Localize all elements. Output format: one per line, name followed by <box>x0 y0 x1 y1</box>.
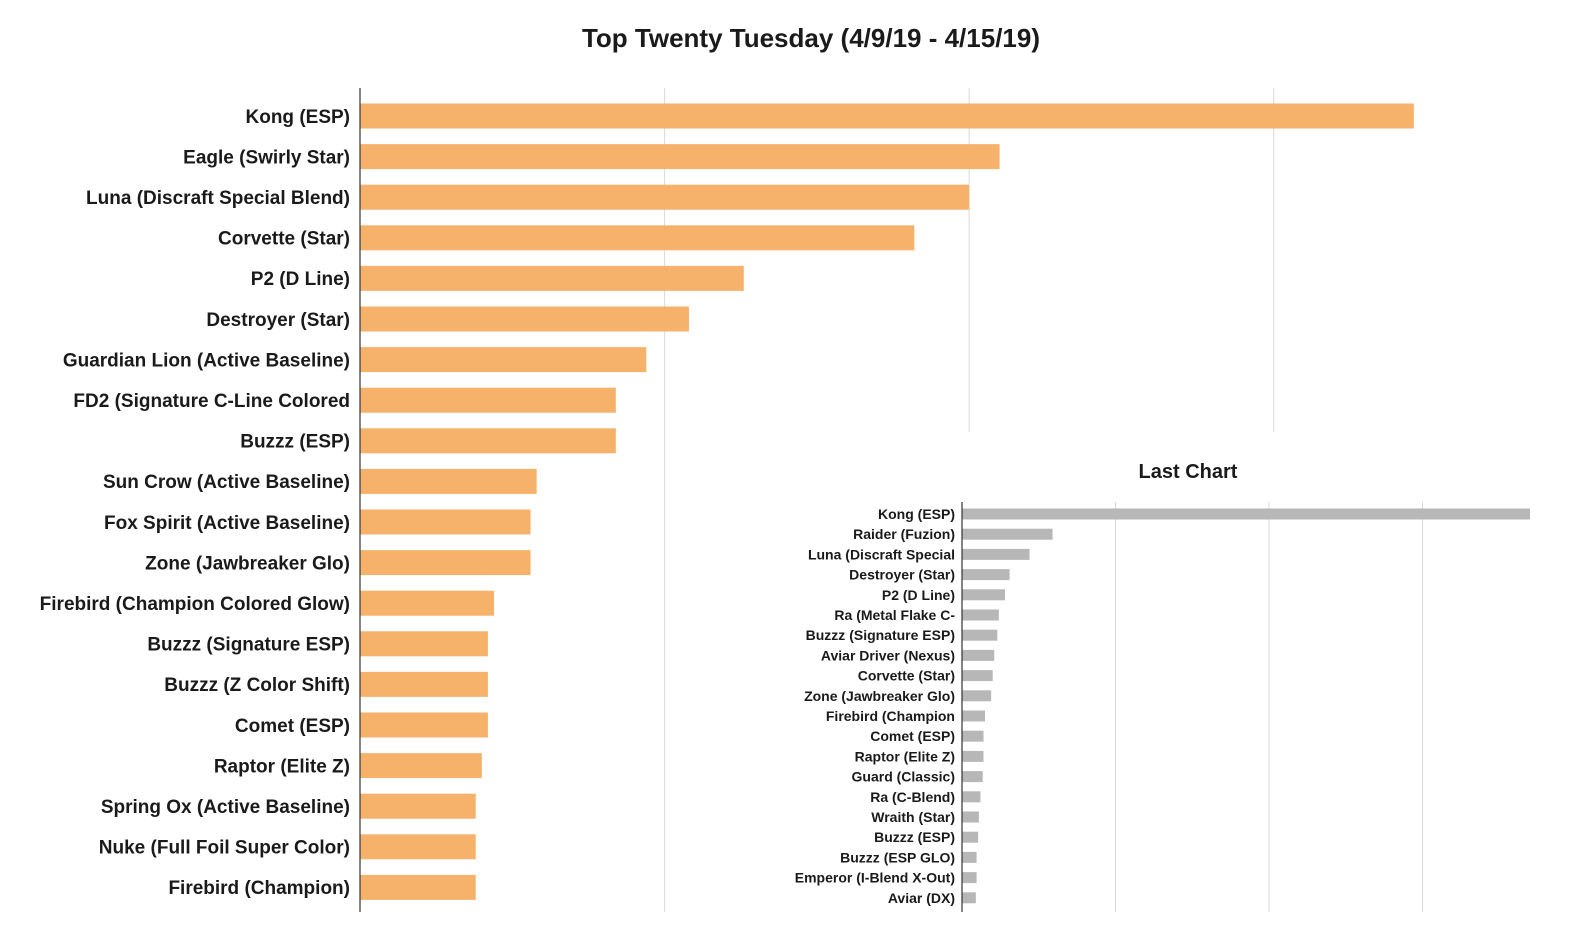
main-chart-category-label: P2 (D Line) <box>251 269 350 290</box>
main-chart-bar <box>360 671 488 697</box>
inset-chart-bar <box>962 548 1030 560</box>
inset-chart-bar <box>962 569 1010 581</box>
main-chart-category-label: Spring Ox (Active Baseline) <box>101 797 350 818</box>
main-chart-bar <box>360 347 647 373</box>
inset-chart-bar <box>962 710 986 722</box>
main-chart-bar <box>360 225 915 251</box>
inset-chart-bar <box>962 528 1053 540</box>
inset-chart-bar <box>962 892 976 904</box>
inset-chart-bar <box>962 791 981 803</box>
main-chart-category-label: Destroyer (Star) <box>206 310 350 331</box>
main-chart-category-label: Zone (Jawbreaker Glo) <box>145 553 350 574</box>
main-chart-bar <box>360 468 537 494</box>
inset-chart-category-label: Firebird (Champion <box>826 708 955 724</box>
inset-chart-category-label: Luna (Discraft Special <box>808 546 955 562</box>
inset-chart-bar <box>962 629 998 641</box>
inset-chart-category-label: Emperor (I-Blend X-Out) <box>795 870 955 886</box>
main-chart-bar <box>360 834 476 860</box>
inset-chart-bar <box>962 831 979 843</box>
inset-chart-category-label: Raider (Fuzion) <box>853 526 955 542</box>
main-chart-category-label: Fox Spirit (Active Baseline) <box>104 513 350 534</box>
main-chart-category-label: Comet (ESP) <box>235 716 350 737</box>
inset-chart-bar <box>962 771 983 783</box>
main-chart-bar <box>360 753 482 779</box>
main-chart-bar <box>360 631 488 657</box>
main-chart-category-label: Raptor (Elite Z) <box>214 756 350 777</box>
inset-chart-category-label: Ra (C-Blend) <box>870 789 955 805</box>
inset-chart-category-label: Comet (ESP) <box>870 728 955 744</box>
main-chart-category-label: Sun Crow (Active Baseline) <box>103 472 350 493</box>
inset-chart-bar <box>962 508 1530 520</box>
main-chart-bar <box>360 103 1414 129</box>
inset-chart-category-label: Raptor (Elite Z) <box>855 748 955 764</box>
inset-chart-category-label: Destroyer (Star) <box>849 567 955 583</box>
main-chart-category-label: Firebird (Champion Colored Glow) <box>40 594 350 615</box>
main-chart-bar <box>360 590 495 616</box>
main-chart-bar <box>360 874 476 900</box>
main-chart-category-label: Buzzz (Signature ESP) <box>147 635 350 656</box>
main-chart-bar <box>360 428 616 454</box>
inset-chart-plot: Kong (ESP) Raider (Fuzion) Luna (Discraft … <box>760 432 1572 912</box>
inset-chart-category-label: Corvette (Star) <box>858 668 955 684</box>
inset-chart-bar <box>962 589 1005 601</box>
inset-chart-bar <box>962 670 993 682</box>
inset-chart-category-label: Wraith (Star) <box>871 809 955 825</box>
inset-chart-category-label: Guard (Classic) <box>852 769 955 785</box>
inset-chart-category-label: P2 (D Line) <box>882 587 955 603</box>
inset-chart-bar <box>962 690 992 702</box>
inset-chart-bar <box>962 750 984 762</box>
inset-chart-bar <box>962 609 999 621</box>
main-chart-category-label: Buzzz (Z Color Shift) <box>164 675 350 696</box>
main-chart-bar <box>360 550 531 576</box>
main-chart-category-label: Firebird (Champion) <box>168 878 350 899</box>
main-chart-category-label: Luna (Discraft Special Blend) <box>86 188 350 209</box>
main-chart-bar <box>360 712 488 738</box>
main-chart-category-label: FD2 (Signature C-Line Colored <box>73 391 350 412</box>
inset-chart-category-label: Zone (Jawbreaker Glo) <box>804 688 955 704</box>
inset-chart-category-label: Kong (ESP) <box>878 506 955 522</box>
main-chart-category-label: Corvette (Star) <box>218 229 350 250</box>
inset-chart-bar <box>962 811 979 823</box>
inset-chart-category-label: Buzzz (Signature ESP) <box>806 627 955 643</box>
main-chart-plot: Kong (ESP) Eagle (Swirly Star) Luna (Discr… <box>40 88 1414 912</box>
inset-chart-bar <box>962 649 995 661</box>
main-chart-category-label: Guardian Lion (Active Baseline) <box>63 350 350 371</box>
main-chart-bar <box>360 144 1000 170</box>
inset-chart-category-label: Ra (Metal Flake C- <box>834 607 955 623</box>
main-chart-bar <box>360 387 616 413</box>
main-chart-category-label: Kong (ESP) <box>246 107 351 128</box>
inset-chart-title: Last Chart <box>1139 461 1238 483</box>
main-chart-bar <box>360 306 689 332</box>
inset-chart-category-label: Aviar (DX) <box>888 890 955 906</box>
main-chart-title: Top Twenty Tuesday (4/9/19 - 4/15/19) <box>582 23 1040 53</box>
main-chart-bar <box>360 509 531 535</box>
main-chart-category-label: Nuke (Full Foil Super Color) <box>99 838 350 859</box>
inset-chart-category-label: Buzzz (ESP) <box>874 829 955 845</box>
main-chart-category-label: Buzzz (ESP) <box>240 432 350 453</box>
inset-chart-bar <box>962 730 984 742</box>
main-chart-bar <box>360 793 476 819</box>
inset-chart-bar <box>962 851 977 863</box>
inset-chart-bar <box>962 872 977 884</box>
inset-chart-category-label: Buzzz (ESP GLO) <box>840 849 955 865</box>
main-chart-category-label: Eagle (Swirly Star) <box>183 147 350 168</box>
main-chart-bar <box>360 265 744 291</box>
inset-chart-category-label: Aviar Driver (Nexus) <box>821 647 955 663</box>
main-chart-bar <box>360 184 970 210</box>
